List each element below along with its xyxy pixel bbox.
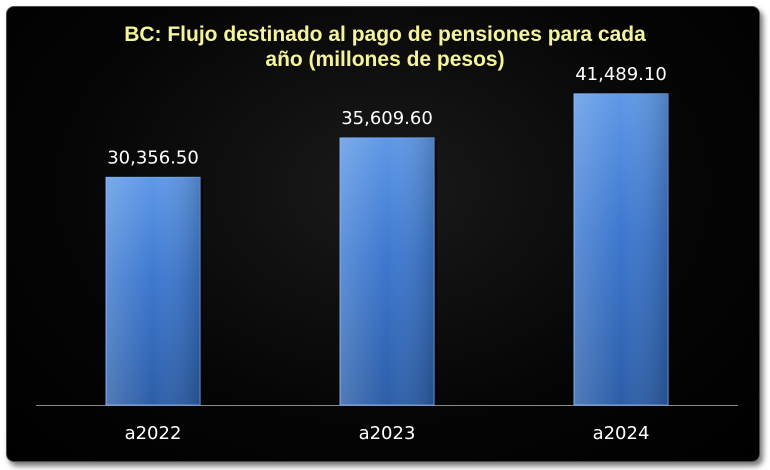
bar-sheen	[106, 177, 200, 405]
x-tick-label: a2024	[593, 423, 650, 444]
x-tick-label: a2023	[359, 423, 416, 444]
bar-sheen	[574, 93, 668, 405]
bar-sheen	[340, 137, 434, 406]
data-label: 30,356.50	[107, 147, 199, 168]
bar-a2023	[339, 137, 437, 406]
chart-title-line-1: BC: Flujo destinado al pago de pensiones…	[124, 23, 646, 46]
bar-a2022	[105, 176, 203, 406]
x-tick-label: a2022	[125, 423, 182, 444]
data-label: 35,609.60	[341, 108, 433, 129]
data-label: 41,489.10	[575, 64, 667, 85]
chart-title: BC: Flujo destinado al pago de pensiones…	[0, 22, 770, 72]
chart-title-line-2: año (millones de pesos)	[265, 48, 505, 71]
bar-a2024	[573, 93, 671, 406]
